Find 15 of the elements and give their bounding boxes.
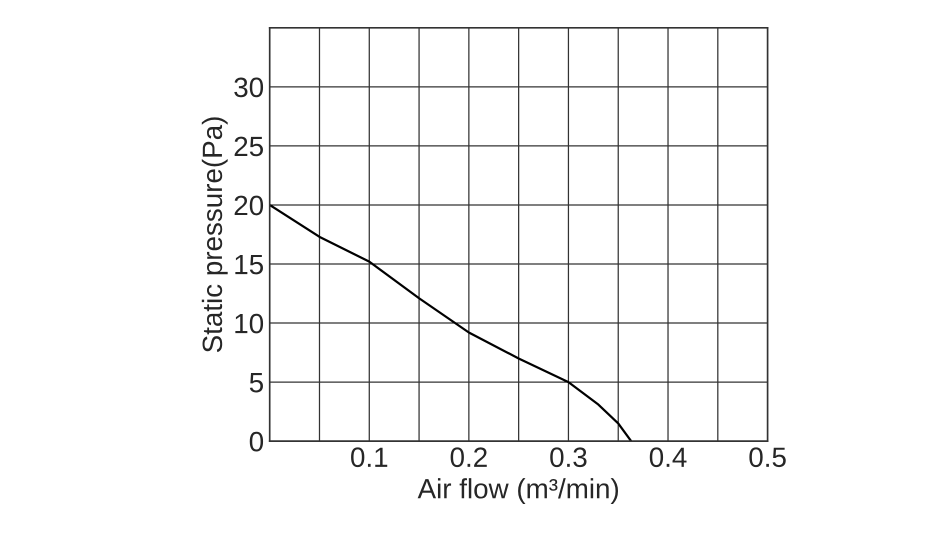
y-tick-label: 5 — [250, 373, 263, 392]
line-series — [270, 204, 632, 442]
y-tick-label: 0 — [250, 432, 264, 452]
y-tick-label: 25 — [234, 136, 263, 156]
x-tick-label: 0.5 — [749, 447, 786, 468]
y-axis-title: Static pressure(Pa) — [202, 117, 228, 352]
x-axis-title: Air flow (m³/min) — [418, 478, 618, 504]
y-tick-label: 30 — [234, 78, 264, 98]
y-tick-label: 20 — [234, 196, 264, 216]
x-tick-label: 0.3 — [550, 447, 587, 468]
x-tick-label: 0.1 — [351, 447, 388, 468]
y-tick-label: 15 — [235, 254, 263, 274]
x-tick-label: 0.2 — [450, 447, 487, 468]
x-tick-label: 0.4 — [650, 447, 687, 468]
y-tick-label: 10 — [235, 314, 264, 334]
